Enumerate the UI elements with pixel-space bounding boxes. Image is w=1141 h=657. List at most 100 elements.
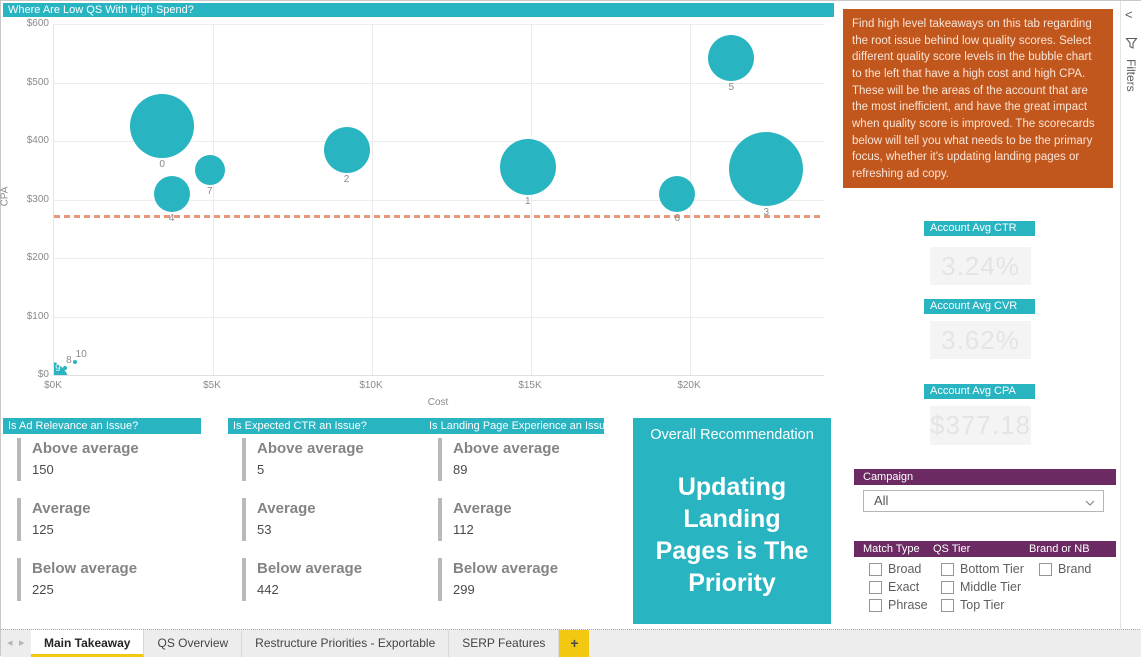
row-value: 225 (32, 582, 54, 597)
add-page-button[interactable]: + (559, 630, 590, 657)
bubble-qs-7[interactable] (194, 155, 225, 186)
chart-plot-area[interactable]: 0 7 4 2 1 6 3 5 9 8 10 (53, 24, 824, 376)
checkbox-label: Exact (888, 580, 920, 594)
bubble-label-qs-8: 8 (66, 354, 72, 366)
bubble-label-qs-7: 7 (207, 186, 213, 198)
row-value: 53 (257, 522, 272, 537)
bubble-qs-4[interactable] (153, 176, 190, 213)
recommendation-title: Overall Recommendation (650, 427, 814, 443)
gridline-vertical (531, 24, 532, 375)
checkbox-label: Phrase (888, 598, 928, 612)
scorecard-row: Below average 225 (17, 558, 192, 601)
scorecard-row: Above average 5 (242, 438, 417, 481)
tab-nav-next-icon[interactable]: ▸ (19, 637, 25, 649)
x-axis-tick-label: $20K (677, 380, 701, 391)
y-axis-tick-label: $600 (26, 18, 49, 29)
gridline-horizontal (54, 82, 824, 84)
tab-restructure-priorities[interactable]: Restructure Priorities - Exportable (242, 630, 450, 657)
kpi-title-account-avg-ctr: Account Avg CTR (924, 221, 1035, 236)
filter-funnel-icon[interactable] (1125, 37, 1138, 50)
row-label: Below average (32, 560, 138, 577)
checkbox-middle-tier[interactable]: Middle Tier (941, 580, 1021, 594)
bubble-label-qs-2: 2 (343, 173, 350, 185)
row-value: 442 (257, 582, 279, 597)
y-axis-title: CPA (0, 186, 11, 207)
bubble-qs-5[interactable] (708, 34, 755, 81)
gridline-vertical (213, 24, 214, 375)
chevron-down-icon (1085, 500, 1095, 506)
checkbox-icon[interactable] (869, 598, 882, 612)
slicer-header-bar: Match Type QS Tier Brand or NB (854, 541, 1116, 557)
checkbox-label: Broad (888, 562, 922, 576)
bubble-qs-10[interactable] (72, 360, 77, 365)
bubble-qs-8[interactable] (63, 365, 68, 370)
checkbox-icon[interactable] (869, 580, 882, 594)
checkbox-bottom-tier[interactable]: Bottom Tier (941, 562, 1024, 576)
bubble-qs-0[interactable] (130, 93, 195, 158)
checkbox-icon[interactable] (869, 562, 882, 576)
row-label: Average (453, 500, 512, 517)
row-value: 299 (453, 582, 475, 597)
row-label: Average (32, 500, 91, 517)
gridline-horizontal (54, 199, 824, 201)
campaign-dropdown[interactable]: All (863, 490, 1104, 512)
row-label: Above average (257, 440, 364, 457)
tab-list: Main Takeaway QS Overview Restructure Pr… (31, 630, 590, 657)
checkbox-brand[interactable]: Brand (1039, 562, 1091, 576)
checkbox-icon[interactable] (941, 562, 954, 576)
scorecard-row: Below average 442 (242, 558, 417, 601)
bubble-qs-1[interactable] (499, 138, 556, 195)
slicer-title-match-type: Match Type (863, 543, 920, 555)
overall-recommendation-card: Overall Recommendation Updating Landing … (633, 418, 831, 624)
bubble-qs-3[interactable] (729, 132, 804, 207)
collapse-pane-icon[interactable]: < (1125, 7, 1133, 22)
slicer-title-qs-tier: QS Tier (933, 543, 971, 555)
takeaway-info-box: Find high level takeaways on this tab re… (843, 9, 1113, 188)
row-label: Above average (453, 440, 560, 457)
y-axis-tick-label: $0 (37, 369, 49, 380)
page-tab-strip: ◂ ▸ Main Takeaway QS Overview Restructur… (1, 629, 1141, 657)
bubble-label-qs-5: 5 (728, 81, 735, 93)
bubble-qs-6[interactable] (659, 176, 696, 213)
row-label: Average (257, 500, 316, 517)
gridline-vertical (372, 24, 373, 375)
tab-main-takeaway[interactable]: Main Takeaway (31, 630, 145, 657)
checkbox-top-tier[interactable]: Top Tier (941, 598, 1004, 612)
checkbox-icon[interactable] (941, 580, 954, 594)
gridline-horizontal (54, 258, 824, 259)
tab-serp-features[interactable]: SERP Features (449, 630, 560, 657)
bubble-label-qs-1: 1 (525, 195, 531, 207)
checkbox-broad[interactable]: Broad (869, 562, 921, 576)
gridline-horizontal (54, 316, 824, 318)
kpi-title-account-avg-cpa: Account Avg CPA (924, 384, 1035, 399)
scorecard-title: Is Expected CTR an Issue? (228, 418, 426, 434)
scorecard-title: Is Ad Relevance an Issue? (3, 418, 201, 434)
chart-title: Where Are Low QS With High Spend? (3, 3, 834, 17)
bubble-label-qs-4: 4 (168, 213, 175, 225)
campaign-selected-value: All (874, 493, 889, 508)
scorecard-row: Above average 150 (17, 438, 192, 481)
row-value: 125 (32, 522, 54, 537)
scorecard-landing-page: Is Landing Page Experience an Issue? Abo… (424, 418, 631, 626)
checkbox-label: Brand (1058, 562, 1092, 576)
scorecard-expected-ctr: Is Expected CTR an Issue? Above average … (228, 418, 438, 626)
checkbox-label: Top Tier (960, 598, 1005, 612)
tab-nav-prev-icon[interactable]: ◂ (7, 637, 13, 649)
avg-cpa-reference-line (54, 215, 824, 219)
checkbox-exact[interactable]: Exact (869, 580, 919, 594)
row-label: Below average (257, 560, 363, 577)
checkbox-phrase[interactable]: Phrase (869, 598, 928, 612)
x-axis-tick-label: $10K (359, 380, 383, 391)
checkbox-label: Bottom Tier (960, 562, 1024, 576)
x-axis-title: Cost (427, 397, 449, 408)
gridline-horizontal (54, 24, 824, 25)
row-value: 5 (257, 462, 265, 477)
row-value: 150 (32, 462, 54, 477)
bubble-qs-2[interactable] (323, 126, 370, 173)
scorecard-title: Is Landing Page Experience an Issue? (424, 418, 617, 434)
y-axis-tick-label: $400 (26, 135, 49, 146)
tab-qs-overview[interactable]: QS Overview (144, 630, 243, 657)
checkbox-icon[interactable] (1039, 562, 1052, 576)
checkbox-icon[interactable] (941, 598, 954, 612)
